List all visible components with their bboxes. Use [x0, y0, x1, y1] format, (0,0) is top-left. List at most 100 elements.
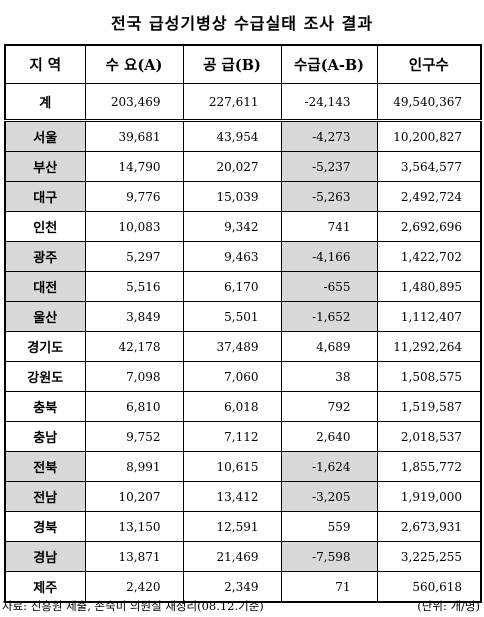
region-cell: 충북 — [4, 391, 86, 422]
supply-cell: 13,412 — [182, 481, 282, 512]
population-cell: 3,564,577 — [376, 151, 482, 182]
total-diff: -24,143 — [280, 83, 378, 122]
supply-cell: 9,342 — [182, 211, 282, 242]
supply-cell: 7,060 — [182, 361, 282, 392]
population-cell: 1,112,407 — [376, 301, 482, 332]
diff-cell: 4,689 — [280, 331, 378, 362]
diff-cell: 38 — [280, 361, 378, 392]
header-diff: 수급(A-B) — [280, 44, 378, 84]
bed-supply-table: 지 역 수 요(A) 공 급(B) 수급(A-B) 인구수 계 203,469 … — [4, 44, 482, 603]
diff-cell: 741 — [280, 211, 378, 242]
table-row: 광주 5,297 9,463 -4,166 1,422,702 — [4, 241, 482, 272]
table-row: 대구 9,776 15,039 -5,263 2,492,724 — [4, 181, 482, 212]
table-row: 충북 6,810 6,018 792 1,519,587 — [4, 391, 482, 422]
supply-cell: 20,027 — [182, 151, 282, 182]
diff-cell: -3,205 — [280, 481, 378, 512]
supply-cell: 10,615 — [182, 451, 282, 482]
diff-cell: -4,273 — [280, 120, 378, 152]
population-cell: 1,422,702 — [376, 241, 482, 272]
supply-cell: 6,170 — [182, 271, 282, 302]
header-supply: 공 급(B) — [182, 44, 282, 84]
population-cell: 2,692,696 — [376, 211, 482, 242]
table-row: 대전 5,516 6,170 -655 1,480,895 — [4, 271, 482, 302]
header-population: 인구수 — [376, 44, 482, 84]
region-cell: 제주 — [4, 571, 86, 603]
population-cell: 2,673,931 — [376, 511, 482, 542]
population-cell: 560,618 — [376, 571, 482, 603]
table-row: 전남 10,207 13,412 -3,205 1,919,000 — [4, 481, 482, 512]
supply-cell: 15,039 — [182, 181, 282, 212]
region-cell: 경북 — [4, 511, 86, 542]
demand-cell: 13,150 — [84, 511, 184, 542]
region-cell: 전남 — [4, 481, 86, 512]
region-cell: 서울 — [4, 120, 86, 152]
population-cell: 2,018,537 — [376, 421, 482, 452]
region-cell: 경기도 — [4, 331, 86, 362]
supply-cell: 43,954 — [182, 120, 282, 152]
demand-cell: 2,420 — [84, 571, 184, 603]
diff-cell: 559 — [280, 511, 378, 542]
table-row: 경남 13,871 21,469 -7,598 3,225,255 — [4, 541, 482, 572]
supply-cell: 7,112 — [182, 421, 282, 452]
region-cell: 울산 — [4, 301, 86, 332]
demand-cell: 3,849 — [84, 301, 184, 332]
demand-cell: 10,207 — [84, 481, 184, 512]
demand-cell: 39,681 — [84, 120, 184, 152]
header-region: 지 역 — [4, 44, 86, 84]
region-cell: 대전 — [4, 271, 86, 302]
diff-cell: -7,598 — [280, 541, 378, 572]
population-cell: 1,508,575 — [376, 361, 482, 392]
region-cell: 경남 — [4, 541, 86, 572]
diff-cell: 792 — [280, 391, 378, 422]
population-cell: 1,919,000 — [376, 481, 482, 512]
table-row: 충남 9,752 7,112 2,640 2,018,537 — [4, 421, 482, 452]
diff-cell: -5,263 — [280, 181, 378, 212]
table-row: 경기도 42,178 37,489 4,689 11,292,264 — [4, 331, 482, 362]
header-demand: 수 요(A) — [84, 44, 184, 84]
table-row: 전북 8,991 10,615 -1,624 1,855,772 — [4, 451, 482, 482]
table-row: 강원도 7,098 7,060 38 1,508,575 — [4, 361, 482, 392]
demand-cell: 6,810 — [84, 391, 184, 422]
table-row: 인천 10,083 9,342 741 2,692,696 — [4, 211, 482, 242]
diff-cell: -4,166 — [280, 241, 378, 272]
population-cell: 2,492,724 — [376, 181, 482, 212]
region-cell: 전북 — [4, 451, 86, 482]
region-cell: 광주 — [4, 241, 86, 272]
table-row: 제주 2,420 2,349 71 560,618 — [4, 571, 482, 603]
demand-cell: 5,297 — [84, 241, 184, 272]
table-row: 울산 3,849 5,501 -1,652 1,112,407 — [4, 301, 482, 332]
supply-cell: 12,591 — [182, 511, 282, 542]
population-cell: 3,225,255 — [376, 541, 482, 572]
demand-cell: 13,871 — [84, 541, 184, 572]
supply-cell: 5,501 — [182, 301, 282, 332]
diff-cell: 2,640 — [280, 421, 378, 452]
demand-cell: 10,083 — [84, 211, 184, 242]
supply-cell: 6,018 — [182, 391, 282, 422]
diff-cell: -1,652 — [280, 301, 378, 332]
page-title: 전국 급성기병상 수급실태 조사 결과 — [110, 14, 374, 33]
diff-cell: 71 — [280, 571, 378, 603]
population-cell: 1,855,772 — [376, 451, 482, 482]
demand-cell: 9,752 — [84, 421, 184, 452]
diff-cell: -5,237 — [280, 151, 378, 182]
region-cell: 충남 — [4, 421, 86, 452]
table-row: 서울 39,681 43,954 -4,273 10,200,827 — [4, 120, 482, 152]
total-supply: 227,611 — [182, 83, 282, 122]
demand-cell: 5,516 — [84, 271, 184, 302]
unit-note: (단위: 개/명) — [417, 599, 480, 613]
diff-cell: -655 — [280, 271, 378, 302]
demand-cell: 9,776 — [84, 181, 184, 212]
table-row: 부산 14,790 20,027 -5,237 3,564,577 — [4, 151, 482, 182]
region-cell: 부산 — [4, 151, 86, 182]
total-label: 계 — [4, 83, 86, 122]
demand-cell: 14,790 — [84, 151, 184, 182]
total-demand: 203,469 — [84, 83, 184, 122]
demand-cell: 42,178 — [84, 331, 184, 362]
supply-cell: 21,469 — [182, 541, 282, 572]
population-cell: 1,480,895 — [376, 271, 482, 302]
total-row: 계 203,469 227,611 -24,143 49,540,367 — [4, 83, 482, 122]
supply-cell: 9,463 — [182, 241, 282, 272]
population-cell: 1,519,587 — [376, 391, 482, 422]
total-population: 49,540,367 — [376, 83, 482, 122]
region-cell: 인천 — [4, 211, 86, 242]
